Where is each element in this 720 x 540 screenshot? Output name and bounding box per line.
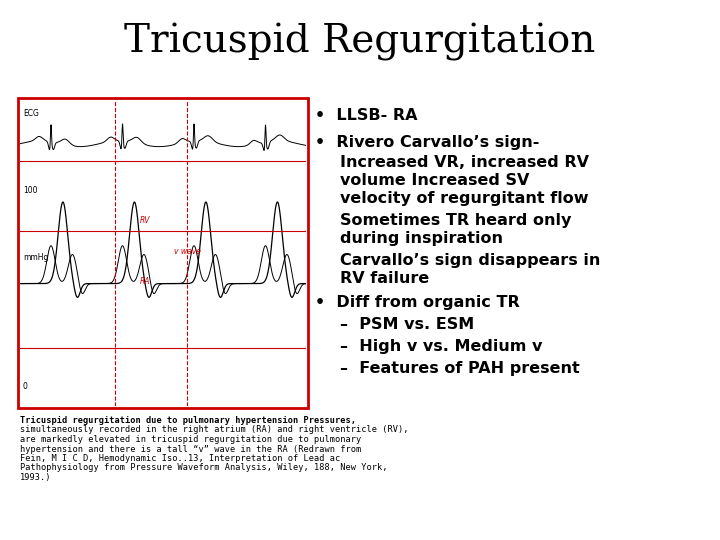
Text: Carvallo’s sign disappears in: Carvallo’s sign disappears in bbox=[340, 253, 600, 268]
Text: v wave: v wave bbox=[174, 247, 202, 256]
Text: RA: RA bbox=[140, 278, 150, 287]
Text: Fein, M I C D, Hemodynamic Iso..13, Interpretation of Lead ac: Fein, M I C D, Hemodynamic Iso..13, Inte… bbox=[20, 454, 341, 463]
Text: 0: 0 bbox=[23, 382, 28, 391]
Text: mmHg: mmHg bbox=[23, 253, 48, 262]
Text: simultaneously recorded in the right atrium (RA) and right ventricle (RV),: simultaneously recorded in the right atr… bbox=[20, 426, 408, 435]
Text: hypertension and there is a tall “v” wave in the RA (Redrawn from: hypertension and there is a tall “v” wav… bbox=[20, 444, 361, 454]
Text: RV failure: RV failure bbox=[340, 271, 429, 286]
Text: 1993.): 1993.) bbox=[20, 473, 52, 482]
Text: 100: 100 bbox=[23, 186, 37, 195]
Text: RV: RV bbox=[140, 217, 150, 225]
Text: •  Diff from organic TR: • Diff from organic TR bbox=[315, 295, 520, 310]
Text: •  LLSB- RA: • LLSB- RA bbox=[315, 108, 418, 123]
Text: Sometimes TR heard only: Sometimes TR heard only bbox=[340, 213, 572, 228]
Text: Tricuspid regurgitation due to pulmonary hypertension Pressures,: Tricuspid regurgitation due to pulmonary… bbox=[20, 416, 356, 425]
Text: –  Features of PAH present: – Features of PAH present bbox=[340, 361, 580, 376]
Text: volume Increased SV: volume Increased SV bbox=[340, 173, 529, 188]
Text: are markedly elevated in tricuspid regurgitation due to pulmonary: are markedly elevated in tricuspid regur… bbox=[20, 435, 361, 444]
Text: Tricuspid Regurgitation: Tricuspid Regurgitation bbox=[125, 23, 595, 61]
Bar bbox=[18, 98, 308, 408]
Text: Increased VR, increased RV: Increased VR, increased RV bbox=[340, 155, 589, 170]
Text: –  PSM vs. ESM: – PSM vs. ESM bbox=[340, 317, 474, 332]
Text: ECG: ECG bbox=[23, 109, 39, 118]
Text: •  Rivero Carvallo’s sign-: • Rivero Carvallo’s sign- bbox=[315, 135, 539, 150]
Text: during inspiration: during inspiration bbox=[340, 231, 503, 246]
Text: Pathophysiology from Pressure Waveform Analysis, Wiley, 188, New York,: Pathophysiology from Pressure Waveform A… bbox=[20, 463, 387, 472]
Text: –  High v vs. Medium v: – High v vs. Medium v bbox=[340, 339, 542, 354]
Text: velocity of regurgitant flow: velocity of regurgitant flow bbox=[340, 191, 588, 206]
